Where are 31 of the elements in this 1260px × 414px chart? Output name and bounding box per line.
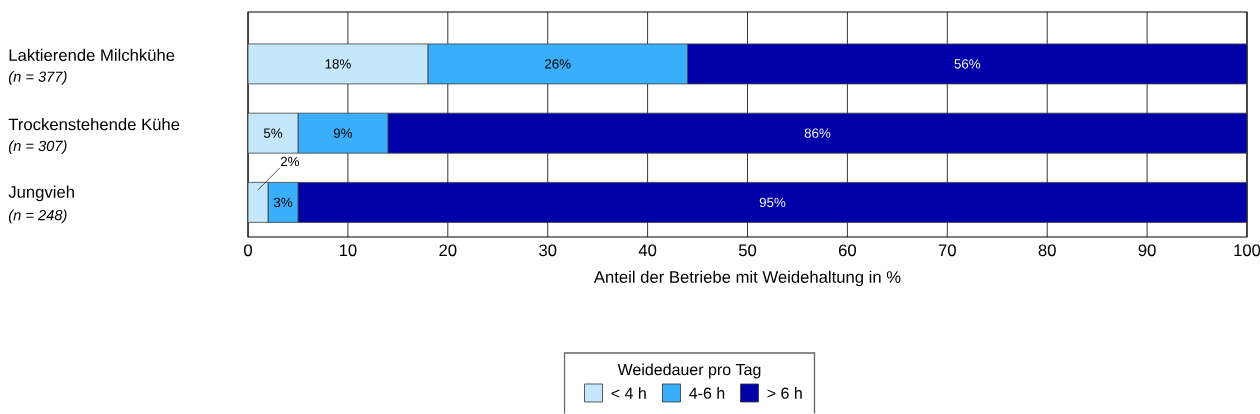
data-label: 56% [954, 59, 981, 69]
x-tick-label: 50 [738, 244, 757, 257]
data-label: 3% [273, 197, 293, 208]
data-label: 95% [759, 197, 786, 208]
x-tick-label: 60 [838, 244, 857, 257]
legend-label: > 6 h [767, 387, 802, 399]
x-tick-label: 0 [244, 244, 252, 257]
x-tick-label: 100 [1234, 244, 1260, 257]
data-label: 18% [325, 59, 351, 69]
text: (n = 377) [8, 71, 67, 85]
data-label: 86% [804, 128, 831, 138]
data-label: 9% [333, 128, 353, 138]
x-tick-label: 90 [1138, 244, 1156, 257]
x-tick-label: 40 [638, 244, 657, 257]
x-tick-label: 80 [1038, 244, 1056, 257]
x-tick-label: 70 [938, 244, 956, 257]
y-tick-label: Trockenstehende Kühe [8, 118, 180, 131]
data-label: 26% [545, 59, 571, 69]
text: (n = 248) [8, 209, 67, 224]
data-label: 5% [263, 128, 283, 138]
y-tick-label: Laktierende Milchkühe [9, 48, 175, 62]
x-tick-label: 30 [539, 244, 557, 257]
legend-label: 4-6 h [689, 387, 725, 399]
y-tick-label: Jungvieh [8, 185, 74, 202]
x-axis-title: Anteil der Betriebe mit Weidehaltung in % [593, 270, 901, 287]
x-tick-label: 20 [439, 244, 457, 257]
data-label: 2% [280, 156, 300, 167]
text: (n = 307) [8, 140, 67, 154]
legend-title: Weidedauer pro Tag [617, 363, 761, 379]
x-tick-label: 10 [339, 244, 357, 257]
legend-label: < 4 h [611, 387, 646, 399]
